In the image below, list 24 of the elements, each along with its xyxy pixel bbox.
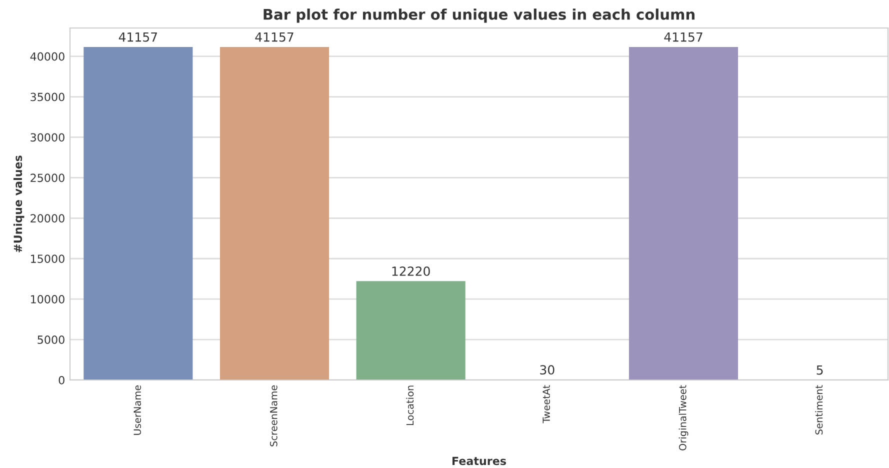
x-tick-label: UserName: [134, 385, 141, 435]
y-tick-label: 35000: [30, 92, 64, 102]
x-axis-title: Features: [452, 456, 506, 466]
y-tick-label: 40000: [30, 52, 64, 61]
data-label: 5: [816, 365, 823, 375]
data-label: 30: [540, 365, 554, 375]
x-tick-label: OriginalTweet: [678, 385, 688, 450]
y-tick-label: 15000: [31, 254, 64, 263]
y-tick-label: 10000: [31, 295, 64, 304]
x-tick-label: ScreenName: [270, 385, 278, 446]
x-tick-label: TweetAt: [542, 385, 550, 424]
x-tick-label: Location: [406, 386, 414, 426]
y-tick-label: 0: [58, 376, 64, 384]
data-label: 41157: [118, 32, 157, 42]
y-tick-label: 30000: [30, 133, 64, 142]
y-tick-label: 5000: [38, 336, 64, 344]
x-tick-label: Sentiment: [815, 385, 823, 434]
y-axis-title: #Unique values: [13, 156, 24, 252]
y-tick-label: 20000: [30, 214, 64, 223]
y-tick-label: 25000: [30, 174, 64, 182]
data-label: 41157: [255, 32, 294, 42]
chart-title: Bar plot for number of unique values in each column: [264, 8, 694, 23]
data-label: 12220: [392, 266, 430, 276]
data-label: 41157: [664, 32, 702, 42]
